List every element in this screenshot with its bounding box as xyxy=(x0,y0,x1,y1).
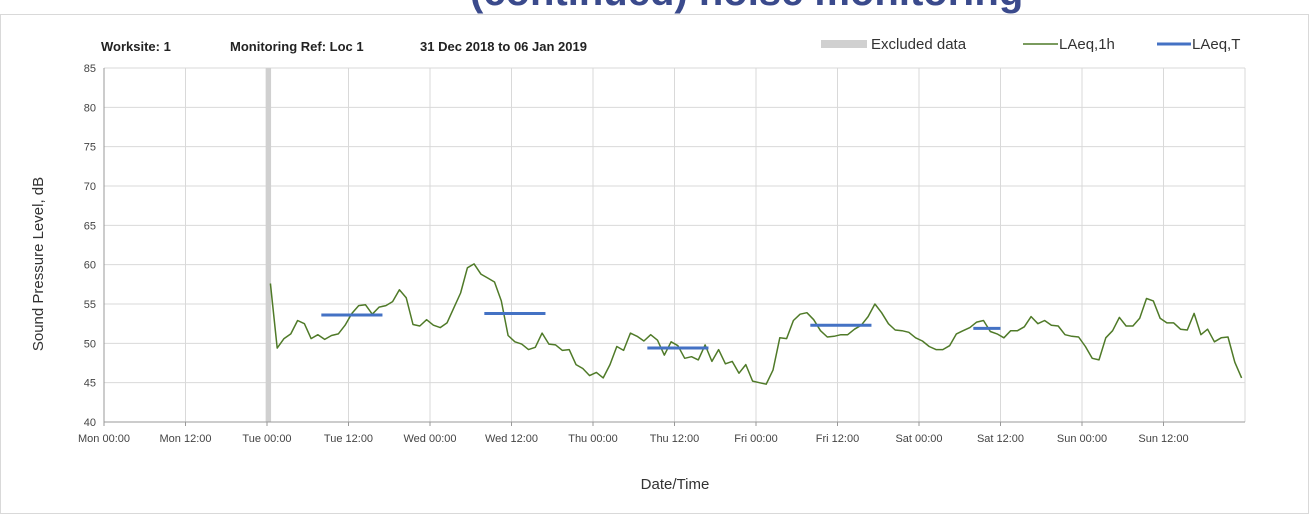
y-tick-label: 50 xyxy=(84,338,96,350)
y-tick-label: 40 xyxy=(84,417,96,429)
axes: 40 45 50 55 60 65 70 75 80 85 Mon 00:00 Mon 12:00 Tu… xyxy=(78,63,1245,445)
x-axis-title: Date/Time xyxy=(641,476,710,493)
legend-label-excluded: Excluded data xyxy=(871,36,967,53)
y-tick-label: 85 xyxy=(84,63,96,75)
excluded-data-bands xyxy=(265,68,272,422)
x-tick-label: Tue 12:00 xyxy=(324,433,373,445)
y-tick-label: 55 xyxy=(84,299,96,311)
x-tick-label: Fri 00:00 xyxy=(734,433,777,445)
x-tick-label: Wed 12:00 xyxy=(485,433,538,445)
worksite-label: Worksite: 1 xyxy=(101,39,171,54)
monitoring-ref-label: Monitoring Ref: Loc 1 xyxy=(230,39,364,54)
excluded-data-band xyxy=(265,68,272,422)
series-line-laeq-1h xyxy=(269,263,1243,385)
legend-swatch-excluded xyxy=(821,40,867,48)
x-tick-label: Tue 00:00 xyxy=(242,433,291,445)
grid xyxy=(104,67,1246,423)
x-tick-label: Thu 12:00 xyxy=(650,433,700,445)
x-tick-label: Sun 12:00 xyxy=(1138,433,1188,445)
x-tick-label: Sat 00:00 xyxy=(895,433,942,445)
legend-label-laeq-t: LAeq,T xyxy=(1192,36,1240,53)
x-tick-label: Mon 00:00 xyxy=(78,433,130,445)
x-tick-label: Wed 00:00 xyxy=(403,433,456,445)
y-tick-label: 65 xyxy=(84,220,96,232)
x-tick-label: Mon 12:00 xyxy=(160,433,212,445)
page-title-fragment: (continued) noise monitoring xyxy=(470,0,1023,15)
x-tick-label: Thu 00:00 xyxy=(568,433,618,445)
x-tick-label: Sun 00:00 xyxy=(1057,433,1107,445)
chart-frame: 40 45 50 55 60 65 70 75 80 85 Mon 00:00 Mon 12:00 Tu… xyxy=(0,14,1309,514)
y-tick-label: 80 xyxy=(84,102,96,114)
y-axis-title: Sound Pressure Level, dB xyxy=(30,177,47,351)
y-tick-label: 45 xyxy=(84,378,96,390)
x-tick-label: Sat 12:00 xyxy=(977,433,1024,445)
date-range-label: 31 Dec 2018 to 06 Jan 2019 xyxy=(420,39,587,54)
series xyxy=(269,263,1243,385)
y-tick-label: 60 xyxy=(84,260,96,272)
legend: Excluded data LAeq,1h LAeq,T xyxy=(821,36,1240,53)
y-tick-label: 75 xyxy=(84,142,96,154)
x-tick-label: Fri 12:00 xyxy=(816,433,859,445)
y-tick-label: 70 xyxy=(84,181,96,193)
legend-label-laeq-1h: LAeq,1h xyxy=(1059,36,1115,53)
noise-chart: 40 45 50 55 60 65 70 75 80 85 Mon 00:00 Mon 12:00 Tu… xyxy=(30,36,1246,493)
